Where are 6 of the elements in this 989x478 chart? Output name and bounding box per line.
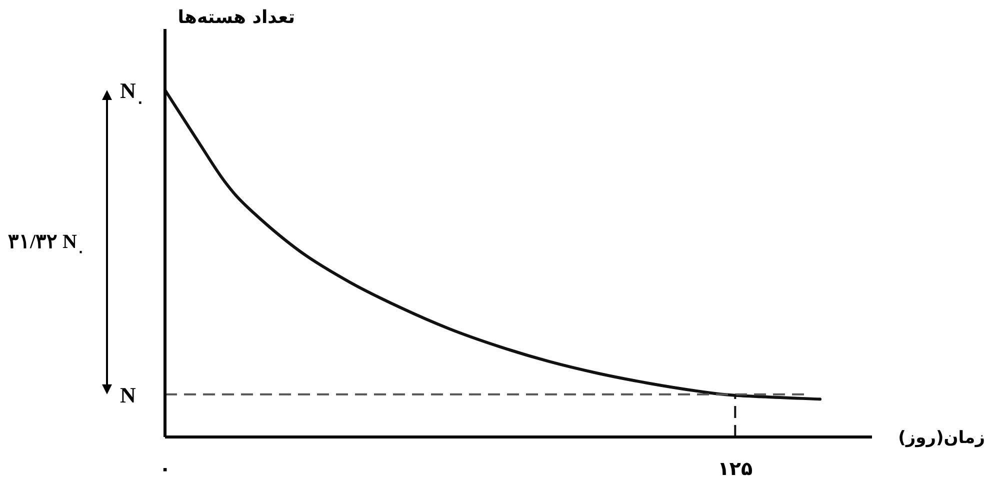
x-tick-label: ۱۲۵ bbox=[718, 458, 753, 478]
x-axis-title: زمان(روز) bbox=[898, 428, 985, 448]
x-tick-label: ۰ bbox=[159, 458, 171, 478]
ref-line-label: N bbox=[120, 382, 136, 408]
y-axis-title: تعداد هسته‌ها bbox=[178, 7, 295, 28]
text: ۳۱/۳۲ N$_{۰}$ bbox=[8, 231, 85, 260]
